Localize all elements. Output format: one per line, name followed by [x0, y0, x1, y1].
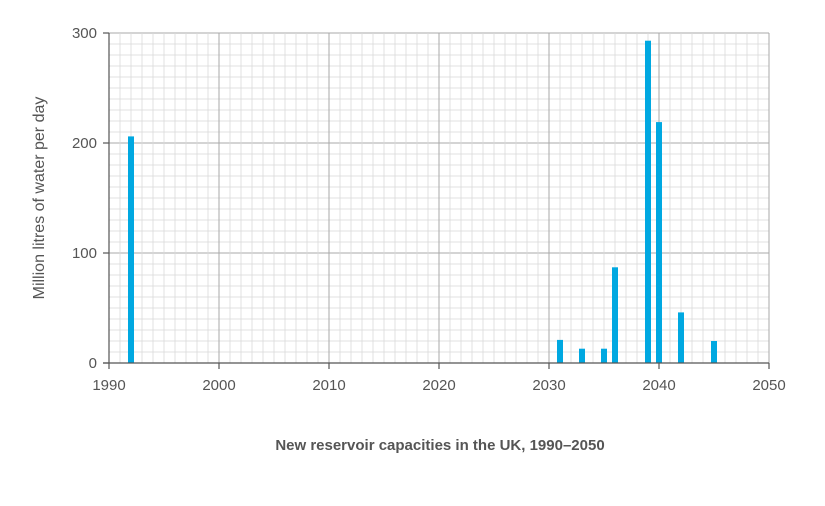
- bar-2031: [557, 339, 563, 363]
- x-tick-label: 2000: [202, 377, 235, 394]
- y-tick-label: 200: [72, 135, 97, 152]
- bar-1992: [128, 136, 134, 363]
- chart-axes: [103, 32, 770, 369]
- x-tick-label: 2010: [312, 377, 345, 394]
- bar-2045: [711, 341, 717, 363]
- chart-tick-labels: 0 100 200 300 1990 2000 2010 2020 2030 2040 2050: [72, 25, 786, 394]
- y-tick-label: 0: [89, 355, 97, 372]
- bar-2039: [645, 40, 651, 363]
- bar-2035: [601, 348, 607, 363]
- chart-title: New reservoir capacities in the UK, 1990…: [275, 437, 604, 454]
- x-tick-label: 2050: [752, 377, 785, 394]
- x-tick-label: 2020: [422, 377, 455, 394]
- bar-2036: [612, 267, 618, 363]
- y-tick-label: 100: [72, 245, 97, 262]
- bar-2033: [579, 348, 585, 363]
- chart-bars: [128, 40, 717, 363]
- x-tick-label: 1990: [92, 377, 125, 394]
- bar-2042: [678, 312, 684, 363]
- y-axis-title: Million litres of water per day: [31, 97, 48, 300]
- y-tick-label: 300: [72, 25, 97, 42]
- x-tick-label: 2030: [532, 377, 565, 394]
- chart-grid: [108, 32, 770, 364]
- bar-2040: [656, 122, 662, 363]
- x-tick-label: 2040: [642, 377, 675, 394]
